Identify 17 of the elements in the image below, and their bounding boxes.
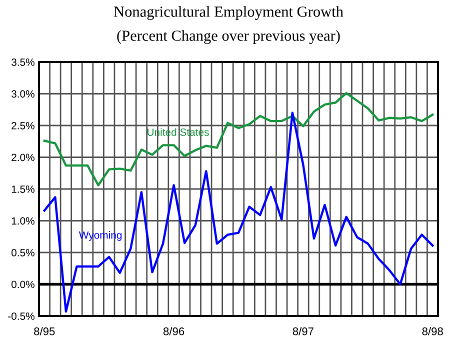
y-tick-label: 1.5% — [12, 186, 34, 193]
line-series — [43, 112, 434, 313]
y-tick-label: 0.5% — [12, 249, 34, 256]
x-tick-label: 8/95 — [34, 327, 55, 336]
y-tick-label: 2.5% — [12, 122, 34, 130]
x-tick-label: 8/96 — [163, 327, 184, 336]
y-tick-label: 2.0% — [12, 154, 34, 162]
line-series — [43, 92, 434, 186]
x-tick-label: 8/98 — [422, 327, 443, 336]
y-tick-label: 1.0% — [12, 217, 34, 225]
x-tick-label: 8/97 — [292, 327, 314, 336]
y-tick-label: -0.5% — [8, 312, 34, 320]
chart-title: Nonagricultural Employment Growth — [114, 6, 344, 20]
y-tick-label: 0.0% — [12, 280, 34, 288]
y-tick-label: 3.5% — [11, 58, 34, 66]
chart-subtitle: (Percent Change over previous year) — [117, 30, 340, 44]
y-tick-label: 3.0% — [11, 90, 34, 98]
